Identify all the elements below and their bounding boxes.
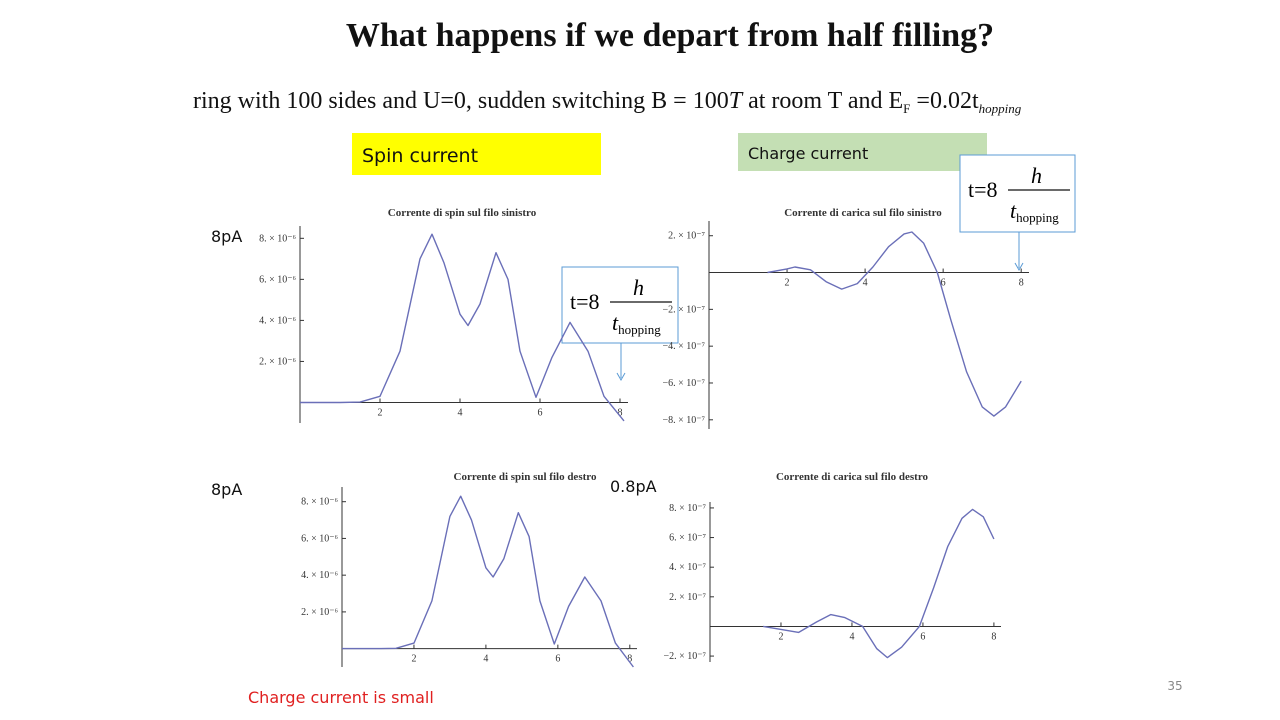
x-tick-label: 8 [1019, 278, 1024, 289]
x-tick-label: 4 [863, 278, 868, 289]
subtitle-part: T [729, 88, 744, 114]
plot: Corrente di carica sul filo sinistro 2 4 6 8… [662, 207, 1029, 429]
x-tick-label: 2 [411, 654, 416, 665]
y-tick-label: −2. × 10⁻⁷ [663, 651, 706, 662]
x-tick-label: 8 [627, 654, 632, 665]
plot: Corrente di spin sul filo sinistro 2 4 6 8 2.… [259, 207, 628, 423]
y-tick-label: 8. × 10⁻⁶ [259, 233, 296, 244]
y-tick-label: −4. × 10⁻⁷ [662, 341, 705, 352]
y-tick-label: 6. × 10⁻⁶ [259, 274, 296, 285]
y-tick-label: 8. × 10⁻⁶ [301, 497, 338, 508]
formula-num: h [1031, 163, 1042, 188]
chart-title: Corrente di carica sul filo destro [776, 471, 929, 483]
charge-box [738, 133, 987, 171]
subtitle-part: ring with 100 sides and U=0, sudden swit… [193, 88, 729, 114]
plot: Corrente di spin sul filo destro 2 4 6 8 2. ×… [301, 471, 637, 668]
x-tick-label: 2 [778, 631, 783, 642]
y-tick-label: −6. × 10⁻⁷ [662, 378, 705, 389]
formula-box: t=8 h thopping [959, 154, 1076, 272]
chart-title: Corrente di spin sul filo destro [454, 471, 597, 483]
x-tick-label: 6 [941, 278, 946, 289]
formula-lhs: t=8 [570, 289, 600, 314]
y-tick-label: 6. × 10⁻⁷ [669, 533, 706, 544]
slide-title: What happens if we depart from half fill… [346, 17, 994, 54]
y-tick-label: 2. × 10⁻⁶ [301, 607, 338, 618]
y-tick-label: −2. × 10⁻⁷ [662, 304, 705, 315]
x-tick-label: 6 [538, 407, 543, 418]
formula-den-sub: hopping [1016, 210, 1059, 225]
subtitle-part: at room T and E [742, 88, 903, 114]
formula-den-sub: hopping [618, 322, 661, 337]
formula-lhs: t=8 [968, 177, 998, 202]
x-tick-label: 4 [849, 631, 854, 642]
x-tick-label: 8 [991, 631, 996, 642]
x-tick-label: 2 [378, 407, 383, 418]
x-tick-label: 4 [483, 654, 488, 665]
scale-label: 0.8pA [610, 477, 657, 496]
formula-num: h [633, 275, 644, 300]
y-tick-label: 4. × 10⁻⁶ [301, 570, 338, 581]
page-number: 35 [1167, 679, 1182, 693]
scale-label: 8pA [211, 480, 242, 499]
spin-label: Spin current [362, 145, 478, 167]
y-tick-label: 2. × 10⁻⁶ [259, 356, 296, 367]
x-tick-label: 8 [618, 407, 623, 418]
data-line [763, 508, 995, 659]
y-tick-label: 6. × 10⁻⁶ [301, 533, 338, 544]
x-tick-label: 4 [458, 407, 463, 418]
y-tick-label: 4. × 10⁻⁷ [669, 562, 706, 573]
plot: Corrente di carica sul filo destro 2 4 6 8 8.… [663, 471, 1001, 662]
y-tick-label: 4. × 10⁻⁶ [259, 315, 296, 326]
y-tick-label: 2. × 10⁻⁷ [668, 231, 705, 242]
chart-title: Corrente di carica sul filo sinistro [784, 207, 942, 219]
note: Charge current is small [248, 688, 434, 707]
subtitle-part: =0.02t [910, 88, 979, 114]
y-tick-label: −8. × 10⁻⁷ [662, 415, 705, 426]
y-tick-label: 8. × 10⁻⁷ [669, 503, 706, 514]
data-line [767, 231, 1022, 417]
y-tick-label: 2. × 10⁻⁷ [669, 592, 706, 603]
data-line [300, 233, 625, 422]
formula-box: t=8 h thopping [561, 266, 679, 382]
x-tick-label: 6 [920, 631, 925, 642]
x-tick-label: 2 [785, 278, 790, 289]
x-tick-label: 6 [555, 654, 560, 665]
subtitle: ring with 100 sides and U=0, sudden swit… [193, 88, 1022, 116]
charge-label: Charge current [748, 144, 868, 163]
scale-label: 8pA [211, 227, 242, 246]
data-line [342, 495, 634, 668]
spin-box [352, 133, 601, 175]
subtitle-sub: F [903, 101, 910, 116]
chart-title: Corrente di spin sul filo sinistro [388, 207, 537, 219]
subtitle-sub: hopping [979, 101, 1022, 116]
